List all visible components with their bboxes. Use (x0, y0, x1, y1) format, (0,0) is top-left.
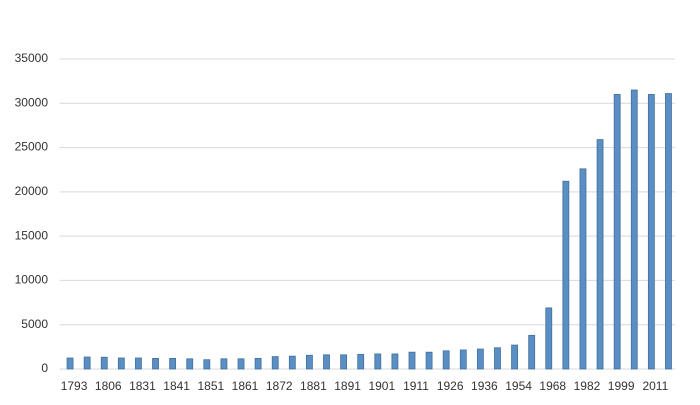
bar (545, 307, 553, 370)
y-tick-label: 30000 (15, 95, 49, 109)
bar (579, 168, 587, 370)
bar (511, 344, 518, 370)
bar (665, 93, 672, 370)
x-tick-label: 1891 (334, 379, 361, 393)
x-tick-label: 1901 (368, 379, 395, 393)
y-tick-label: 5000 (21, 317, 48, 331)
bar (66, 357, 74, 370)
bar (220, 358, 228, 370)
bar (442, 350, 450, 370)
bar (562, 180, 570, 370)
bar (391, 353, 399, 370)
bar (203, 359, 211, 370)
bar (186, 358, 194, 370)
bar (374, 353, 382, 370)
x-tick-label: 1831 (129, 379, 156, 393)
bar (613, 94, 621, 370)
y-tick-label: 0 (41, 361, 48, 375)
bar (100, 356, 108, 370)
x-tick-label: 2011 (642, 379, 668, 393)
y-tick-label: 20000 (15, 184, 49, 198)
bar (340, 354, 348, 370)
bar (135, 357, 142, 370)
bar (408, 351, 416, 370)
x-tick-label: 1806 (95, 379, 122, 393)
bar (169, 357, 177, 370)
x-tick-label: 1968 (539, 379, 566, 393)
y-tick-label: 10000 (15, 273, 49, 287)
bar (83, 356, 91, 370)
bar (271, 356, 279, 370)
bar (459, 349, 467, 370)
bar (237, 358, 245, 370)
x-tick-label: 1999 (608, 379, 635, 393)
x-tick-label: 1954 (505, 379, 532, 393)
bar (288, 355, 296, 370)
x-tick-label: 1982 (574, 379, 601, 393)
bar (476, 348, 484, 370)
bar (323, 354, 330, 370)
bar (357, 353, 365, 370)
bar (596, 139, 604, 370)
x-tick-label: 1861 (232, 379, 259, 393)
bar (494, 347, 501, 370)
x-tick-label: 1911 (403, 379, 429, 393)
x-tick-label: 1872 (266, 379, 293, 393)
x-tick-label: 1881 (300, 379, 327, 393)
bar (152, 357, 159, 370)
x-tick-label: 1926 (437, 379, 464, 393)
bar (528, 334, 536, 370)
bar (117, 357, 125, 370)
y-tick-label: 35000 (15, 51, 49, 65)
x-tick-label: 1793 (61, 379, 88, 393)
bar (306, 354, 313, 370)
y-tick-label: 15000 (15, 228, 49, 242)
y-tick-label: 25000 (15, 140, 49, 154)
x-tick-label: 1851 (197, 379, 224, 393)
x-tick-label: 1936 (471, 379, 498, 393)
bar (647, 94, 655, 370)
bar (630, 89, 638, 370)
bar (254, 357, 262, 370)
bar (425, 351, 433, 370)
x-tick-label: 1841 (163, 379, 190, 393)
